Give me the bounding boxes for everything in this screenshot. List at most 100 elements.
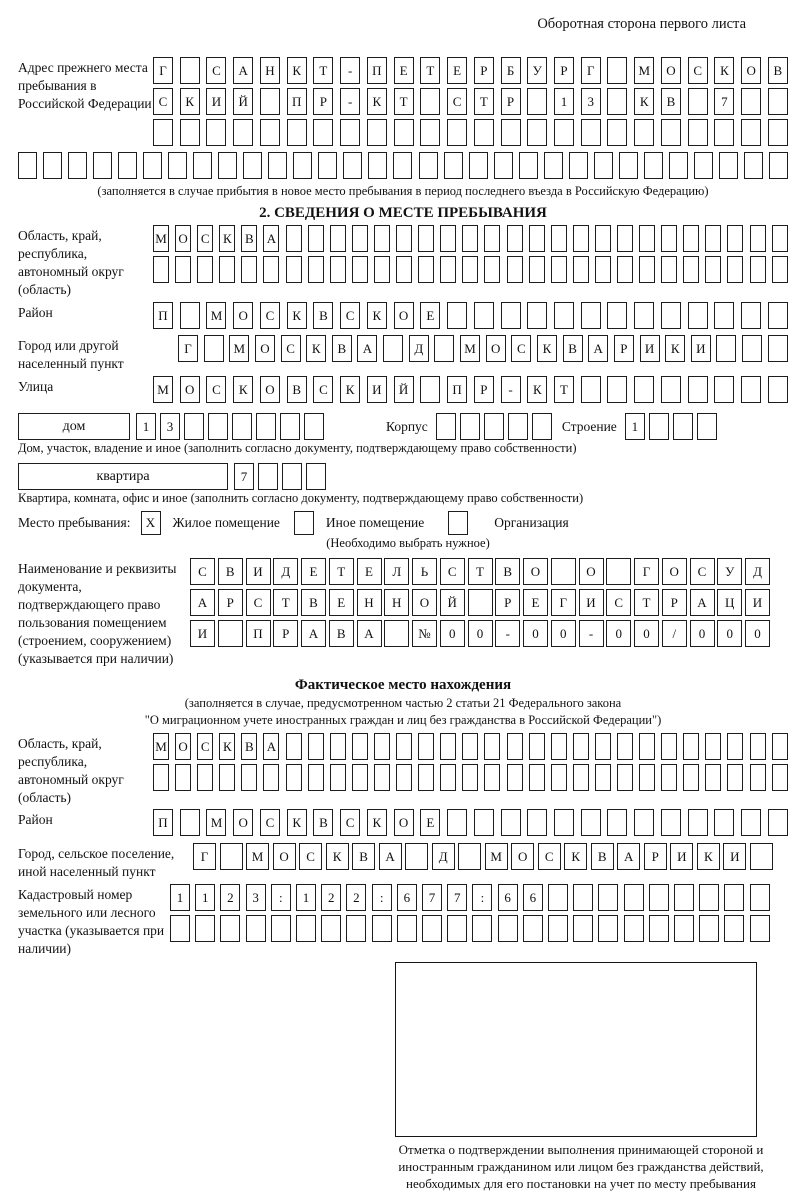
char-box: С — [259, 809, 280, 836]
char-box: И — [690, 335, 711, 362]
char-box — [616, 256, 633, 283]
char-box: В — [301, 589, 326, 616]
char-box: 0 — [717, 620, 743, 647]
char-box: У — [527, 57, 548, 84]
char-box — [607, 88, 628, 115]
char-box: : — [371, 884, 392, 911]
cadastral-label: Кадастровый номер земельного или лесного… — [18, 887, 165, 956]
char-box — [462, 764, 479, 791]
char-box — [594, 764, 611, 791]
char-box — [497, 915, 518, 942]
char-box: 7 — [447, 884, 468, 911]
char-box — [767, 302, 788, 329]
char-box: Р — [473, 57, 494, 84]
checkbox-other-premises — [293, 511, 314, 535]
page-side-note: Оборотная сторона первого листа — [537, 16, 746, 32]
char-box — [661, 733, 678, 760]
char-box: И — [578, 589, 604, 616]
char-box — [607, 809, 628, 836]
char-box — [206, 119, 227, 146]
char-box: 3 — [245, 884, 266, 911]
char-box: К — [219, 225, 236, 252]
char-box — [634, 302, 655, 329]
char-box — [329, 225, 346, 252]
char-box — [727, 764, 744, 791]
char-box — [598, 915, 619, 942]
char-box — [340, 119, 361, 146]
char-box: К — [233, 376, 254, 403]
char-box: О — [233, 809, 254, 836]
char-box — [396, 733, 413, 760]
char-box: Й — [393, 376, 414, 403]
char-box — [693, 152, 713, 179]
char-box — [648, 915, 669, 942]
char-box — [687, 302, 708, 329]
char-box — [741, 119, 762, 146]
char-box — [241, 256, 258, 283]
char-box — [18, 152, 37, 179]
field-actual-region: Область, край, республика, автономный ок… — [18, 733, 788, 807]
apartment-named-box: квартира — [18, 463, 228, 490]
char-box: Т — [273, 589, 299, 616]
char-box: С — [439, 558, 465, 585]
char-box — [607, 376, 628, 403]
char-box: Т — [554, 376, 575, 403]
char-box — [396, 256, 413, 283]
char-box: 1 — [195, 884, 216, 911]
char-box: Г — [580, 57, 601, 84]
char-box — [580, 119, 601, 146]
option-other-premises: Иное помещение — [325, 515, 425, 530]
char-box: Г — [153, 57, 173, 84]
char-box — [607, 57, 628, 84]
section2-title: 2. СВЕДЕНИЯ О МЕСТЕ ПРЕБЫВАНИЯ — [259, 205, 547, 221]
char-row — [170, 915, 770, 942]
char-box — [623, 884, 644, 911]
char-box: Д — [408, 335, 429, 362]
char-box — [329, 733, 346, 760]
char-box — [528, 764, 545, 791]
char-box — [418, 764, 435, 791]
char-box — [440, 256, 457, 283]
char-box — [594, 225, 611, 252]
char-box — [771, 256, 788, 283]
char-box — [767, 809, 788, 836]
field-document: Наименование и реквизиты документа, подт… — [18, 558, 788, 668]
district-label: Район — [18, 305, 53, 320]
char-box — [660, 302, 681, 329]
option-residential: Жилое помещение — [172, 515, 280, 530]
char-box: У — [717, 558, 743, 585]
char-box — [179, 57, 200, 84]
char-box: Р — [554, 57, 575, 84]
char-box — [573, 915, 594, 942]
char-box — [743, 152, 763, 179]
char-box: К — [527, 376, 548, 403]
char-box — [218, 152, 238, 179]
char-box — [714, 376, 735, 403]
char-box — [741, 302, 762, 329]
char-box: О — [578, 558, 604, 585]
char-box: М — [634, 57, 655, 84]
char-box: О — [660, 57, 681, 84]
char-box: М — [153, 376, 173, 403]
char-box — [270, 915, 291, 942]
char-box: Г — [178, 335, 198, 362]
char-box: Е — [393, 57, 414, 84]
char-box — [572, 733, 589, 760]
char-box: Р — [500, 88, 521, 115]
char-box — [304, 413, 324, 440]
char-box: 2 — [346, 884, 367, 911]
char-box — [522, 915, 543, 942]
char-box — [420, 376, 441, 403]
actual-district-label: Район — [18, 812, 53, 827]
char-box: А — [689, 589, 715, 616]
char-box: И — [639, 335, 660, 362]
stroenie-label: Строение — [561, 419, 617, 434]
char-box: П — [153, 809, 173, 836]
char-box — [259, 119, 280, 146]
region-label: Область, край, республика, автономный ок… — [18, 228, 124, 297]
char-box: Е — [301, 558, 326, 585]
char-box: М — [246, 843, 270, 870]
